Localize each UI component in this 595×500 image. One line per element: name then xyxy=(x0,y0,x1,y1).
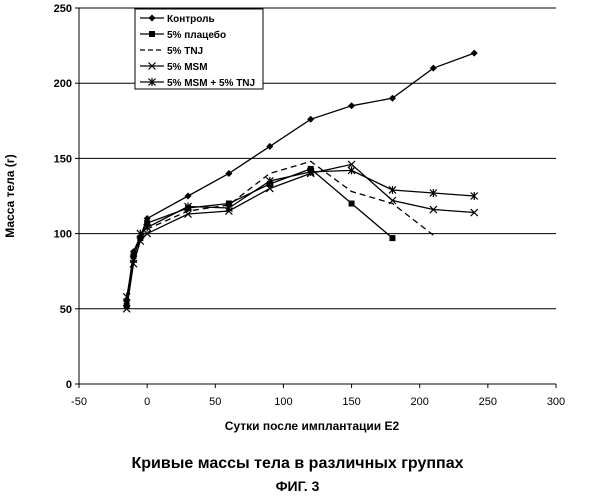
data-point-1-5 xyxy=(185,193,192,200)
tick-labels: 0 50 100 150 200 250 -50 0 50 100 150 200 250 300 xyxy=(54,3,566,408)
y-tick-label-250: 250 xyxy=(54,3,72,15)
x-tick-label-300: 300 xyxy=(547,396,565,408)
y-axis-title: Масса тела (г) xyxy=(3,154,17,238)
x-tick-label-50: 50 xyxy=(209,396,221,408)
x-tick-label-100: 100 xyxy=(274,396,292,408)
y-tick-label-150: 150 xyxy=(54,153,72,165)
y-tick-label-100: 100 xyxy=(54,229,72,241)
legend-label-1: Контроль xyxy=(167,14,215,25)
legend: Контроль 5% плацебо 5% TNJ 5% MSM 5% MSM + 5… xyxy=(135,9,263,89)
x-tick-label-0: 0 xyxy=(144,396,150,408)
series-line-4 xyxy=(127,164,475,308)
figure-number: ФИГ. 3 xyxy=(0,478,595,494)
series-line-2 xyxy=(127,169,393,306)
legend-label-5: 5% MSM + 5% TNJ xyxy=(167,78,255,89)
data-point-1-9 xyxy=(348,102,355,109)
x-tick-label-150: 150 xyxy=(342,396,360,408)
data-point-1-12 xyxy=(471,50,478,57)
legend-label-3: 5% TNJ xyxy=(167,46,203,57)
data-point-5-2 xyxy=(130,255,137,263)
legend-label-4: 5% MSM xyxy=(167,62,208,73)
figure-caption: Кривые массы тела в различных группах xyxy=(0,455,595,473)
data-point-2-9 xyxy=(349,201,355,207)
x-axis-title: Сутки после имплантации Е2 xyxy=(225,419,400,433)
data-point-1-6 xyxy=(225,170,232,177)
legend-label-2: 5% плацебо xyxy=(167,29,226,41)
x-tick-label-200: 200 xyxy=(411,396,429,408)
y-tick-label-200: 200 xyxy=(54,78,72,90)
series-4 xyxy=(123,161,478,312)
y-tick-label-50: 50 xyxy=(60,304,72,316)
x-tick-label--50: -50 xyxy=(71,396,87,408)
x-tick-label-250: 250 xyxy=(479,396,497,408)
y-tick-label-0: 0 xyxy=(66,379,72,391)
legend-marker-2 xyxy=(149,31,155,37)
data-point-1-8 xyxy=(307,116,314,123)
data-point-1-7 xyxy=(266,143,273,150)
data-point-2-10 xyxy=(389,235,395,241)
